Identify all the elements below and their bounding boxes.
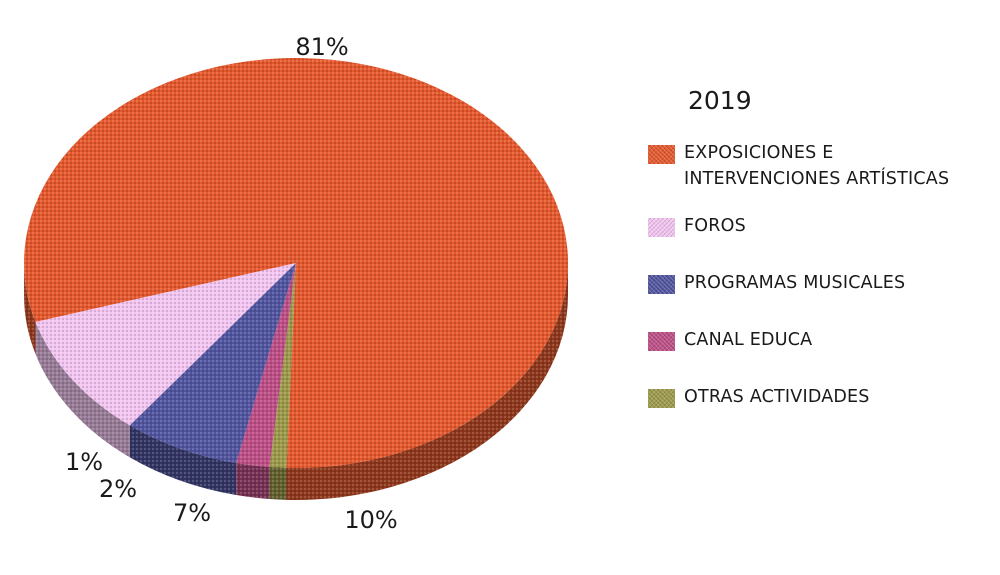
legend-swatch-otras-actividades [648, 389, 675, 408]
legend-swatch-programas-musicales [648, 275, 675, 294]
legend: 2019 EXPOSICIONES E INTERVENCIONES ARTÍS… [648, 86, 993, 444]
legend-item-exposiciones: EXPOSICIONES E INTERVENCIONES ARTÍSTICAS [648, 143, 993, 192]
pie-side-otras-actividades-texture [269, 467, 287, 500]
percent-label-otras-actividades: 1% [65, 448, 103, 476]
pie-side-exposiciones-e-intervenciones-artisticas-texture [286, 263, 568, 500]
percent-label-exposiciones-e-intervenciones-artisticas: 81% [295, 33, 348, 61]
pie-slice-otras-actividades-texture [269, 263, 296, 468]
pie-side-foros-texture [35, 321, 130, 458]
legend-swatch-exposiciones [648, 145, 675, 164]
legend-label-programas-musicales: PROGRAMAS MUSICALES [684, 273, 906, 293]
legend-label-otras-actividades: OTRAS ACTIVIDADES [684, 387, 870, 407]
pie-top [23, 57, 569, 468]
percent-label-programas-musicales: 7% [173, 499, 211, 527]
legend-item-canal-educa: CANAL EDUCA [648, 330, 993, 353]
pie-slice-canal-educa-texture [236, 263, 296, 468]
legend-label-line: INTERVENCIONES ARTÍSTICAS [684, 169, 950, 189]
pie-side-exposiciones-e-intervenciones-artisticas-texture [24, 263, 36, 354]
legend-label-canal-educa: CANAL EDUCA [684, 330, 813, 350]
percent-label-canal-educa: 2% [99, 475, 137, 503]
pie-slice-programas-musicales-texture [129, 263, 296, 463]
legend-label-exposiciones: EXPOSICIONES E INTERVENCIONES ARTÍSTICAS [684, 140, 949, 192]
legend-label-foros: FOROS [684, 216, 746, 236]
legend-title: 2019 [688, 86, 752, 115]
legend-label-line: EXPOSICIONES E [684, 143, 834, 163]
pie-side-programas-musicales-texture [129, 425, 237, 495]
pie-slice-foros-texture [35, 263, 297, 426]
pie-percent-labels: 81% 10% 7% 2%1% [65, 33, 398, 534]
legend-swatch-canal-educa [648, 332, 675, 351]
pie-side-canal-educa-texture [236, 462, 270, 500]
legend-swatch-foros [648, 218, 675, 237]
legend-item-programas-musicales: PROGRAMAS MUSICALES [648, 273, 993, 296]
percent-label-foros: 10% [344, 506, 397, 534]
legend-item-otras-actividades: OTRAS ACTIVIDADES [648, 387, 993, 410]
pie-sides [24, 263, 568, 500]
legend-item-foros: FOROS [648, 216, 993, 239]
pie-slice-exposiciones-e-intervenciones-artisticas-texture [23, 57, 569, 468]
